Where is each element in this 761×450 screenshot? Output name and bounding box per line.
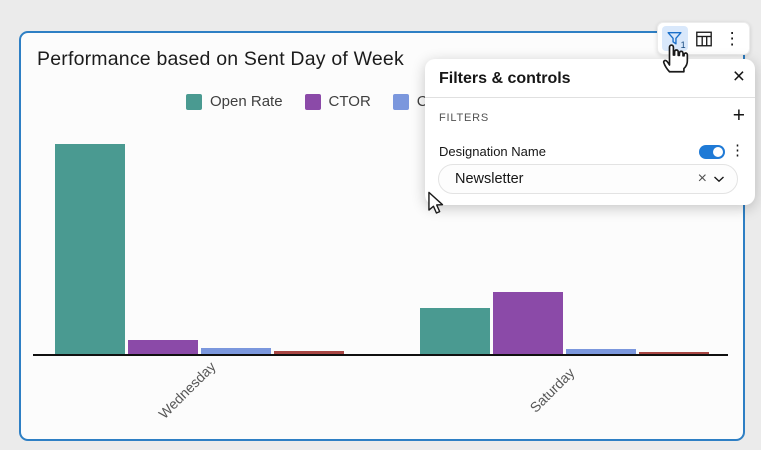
toggle-knob — [713, 147, 723, 157]
clear-selection-icon[interactable]: × — [692, 170, 713, 188]
data-table-icon — [695, 30, 713, 48]
bar-wednesday-series2[interactable] — [128, 340, 198, 355]
legend: Open Rate CTOR C — [186, 93, 428, 110]
legend-label: CTOR — [328, 93, 371, 110]
bar-saturday-series3[interactable] — [566, 349, 636, 355]
filters-section-label: FILTERS — [439, 112, 490, 124]
chart-toolbar: 1 ⋮ — [657, 22, 750, 55]
dropdown-value-label: Newsletter — [455, 171, 524, 187]
bar-wednesday-series1[interactable] — [55, 144, 125, 355]
designation-toggle[interactable] — [699, 145, 725, 159]
x-axis-line — [33, 354, 728, 356]
filter-count-badge: 1 — [680, 40, 686, 50]
filter-value-dropdown[interactable]: Newsletter × — [438, 164, 738, 194]
overflow-menu-button[interactable]: ⋮ — [719, 26, 745, 51]
bar-saturday-series4[interactable] — [639, 352, 709, 355]
close-icon: × — [732, 65, 745, 88]
legend-item[interactable]: CTOR — [304, 93, 371, 110]
plus-icon: + — [732, 104, 745, 127]
filters-panel: Filters & controls × FILTERS + Designati… — [425, 59, 755, 205]
table-view-button[interactable] — [691, 26, 717, 51]
bar-wednesday-series3[interactable] — [201, 348, 271, 355]
x-tick-label: Wednesday — [155, 358, 219, 422]
panel-title: Filters & controls — [439, 70, 571, 87]
legend-item[interactable]: Open Rate — [186, 93, 283, 110]
legend-label: Open Rate — [210, 93, 283, 110]
filter-name-label: Designation Name — [439, 144, 546, 159]
filter-funnel-icon — [666, 30, 683, 47]
bar-saturday-series2[interactable] — [493, 292, 563, 355]
legend-item[interactable]: C — [392, 93, 428, 110]
x-tick-label: Saturday — [526, 364, 578, 416]
chevron-down-icon[interactable] — [713, 175, 725, 183]
chart-title: Performance based on Sent Day of Week — [37, 48, 404, 70]
kebab-icon: ⋮ — [730, 142, 745, 159]
panel-close-button[interactable]: × — [733, 64, 745, 89]
panel-divider — [425, 97, 755, 98]
bar-wednesday-series4[interactable] — [274, 351, 344, 355]
kebab-icon: ⋮ — [723, 29, 741, 48]
filter-options-button[interactable]: ⋮ — [730, 142, 745, 160]
legend-label: C — [416, 93, 428, 110]
add-filter-button[interactable]: + — [733, 103, 745, 128]
legend-swatch — [392, 93, 409, 110]
bar-saturday-series1[interactable] — [420, 308, 490, 355]
legend-swatch — [186, 93, 202, 110]
filter-toolbar-button[interactable]: 1 — [662, 26, 688, 51]
legend-swatch — [304, 93, 321, 110]
